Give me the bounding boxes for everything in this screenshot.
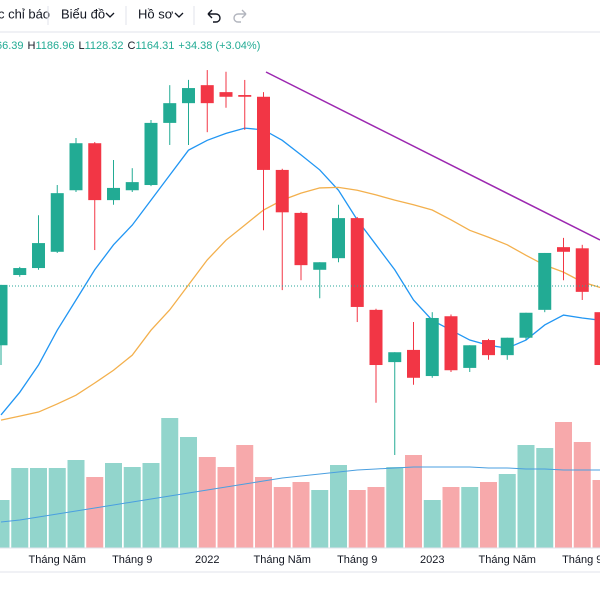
x-tick-label: Tháng 9	[562, 554, 600, 566]
candle-body	[500, 337, 514, 356]
candle-body	[88, 143, 102, 201]
volume-bar	[348, 490, 366, 548]
volume-bar	[592, 480, 600, 548]
candle-body	[13, 268, 27, 276]
candle-body	[275, 169, 289, 213]
volume-bar	[255, 477, 272, 548]
candle-body	[350, 218, 364, 307]
x-tick-label: Tháng Năm	[254, 554, 311, 566]
volume-bar	[217, 467, 235, 548]
candle-body	[238, 95, 252, 97]
candle-body	[182, 88, 195, 104]
candle-body	[163, 103, 177, 123]
volume-bar	[555, 422, 572, 548]
candle-body	[144, 122, 158, 186]
volume-bar	[30, 468, 47, 548]
x-tick-label: Tháng Năm	[479, 554, 536, 566]
volume-ma-line	[0, 466, 600, 523]
volume-bar	[311, 490, 329, 548]
toolbar-profile[interactable]: Hồ sơ	[138, 6, 174, 21]
x-tick-label: Tháng 9	[112, 554, 152, 566]
volume-bar	[536, 448, 554, 548]
x-tick-label: Tháng 9	[337, 554, 377, 566]
candle-body	[463, 345, 477, 368]
candle-body	[32, 243, 45, 269]
volume-bar	[498, 474, 516, 548]
chevron	[105, 12, 115, 18]
candle-body	[407, 349, 420, 378]
trend-line	[265, 71, 600, 241]
candle-body	[444, 316, 458, 371]
legend-text: 1128.32	[85, 40, 124, 52]
volume-bar	[236, 445, 254, 548]
volume-bar	[292, 482, 310, 548]
volume-bar	[86, 477, 104, 548]
legend-text: C	[128, 40, 136, 52]
ma-line	[0, 186, 600, 421]
candle-body	[219, 92, 233, 97]
candle-body	[369, 309, 383, 366]
candle-body	[594, 312, 600, 366]
candle-body	[294, 212, 308, 266]
candle-body	[200, 85, 214, 104]
legend-text: +34.38 (+3.04%)	[178, 40, 260, 52]
x-tick-label: 2023	[420, 554, 444, 566]
chevron	[174, 12, 184, 18]
volume-bar	[480, 482, 497, 548]
candle-body	[425, 317, 439, 377]
volume-bar	[273, 487, 291, 548]
candle-body	[313, 262, 327, 270]
volume-bar	[11, 468, 29, 548]
x-tick-label: 2022	[195, 554, 219, 566]
volume-bar	[442, 487, 460, 548]
candle-body	[332, 218, 345, 259]
volume-bar	[573, 442, 591, 548]
volume-bar	[330, 465, 347, 548]
volume-bar	[0, 500, 10, 548]
candle-body	[388, 352, 402, 363]
x-tick-label: Tháng Năm	[29, 554, 86, 566]
volume-bar	[367, 487, 385, 548]
candle-body	[538, 252, 552, 310]
toolbar-chart[interactable]: Biểu đồ	[61, 6, 105, 21]
legend-text: 1164.31	[135, 40, 174, 52]
volume-bar	[423, 500, 441, 548]
undo-icon[interactable]	[207, 9, 221, 23]
candle-body	[519, 312, 533, 338]
volume-bar	[198, 457, 216, 548]
volume-bar	[123, 467, 141, 548]
candle-body	[107, 187, 120, 201]
volume-bar	[48, 468, 66, 548]
volume-bar	[405, 455, 422, 548]
legend-text: H	[28, 40, 36, 52]
volume-bar	[161, 418, 179, 548]
candle-body	[0, 284, 8, 346]
candle-body	[482, 340, 495, 356]
candle-body	[125, 182, 139, 191]
volume-bar	[461, 487, 479, 548]
candle-body	[257, 96, 270, 170]
legend-text: 66.39	[0, 40, 24, 52]
redo-icon[interactable]	[233, 9, 247, 23]
volume-bar	[142, 463, 160, 548]
candle-body	[69, 143, 83, 191]
toolbar-indicators[interactable]: c chỉ báo	[0, 6, 50, 21]
candle-body	[575, 248, 589, 292]
candle-body	[557, 247, 570, 252]
legend-text: L	[78, 40, 84, 52]
volume-bar	[67, 460, 85, 548]
volume-bar	[517, 445, 535, 548]
candle-body	[50, 193, 64, 252]
plot	[0, 70, 600, 548]
ohlc-legend: 66.39 H1186.96 L1128.32 C1164.31 +34.38 (+3.…	[0, 40, 260, 52]
volume-bar	[386, 467, 404, 548]
legend-text: 1186.96	[35, 40, 74, 52]
